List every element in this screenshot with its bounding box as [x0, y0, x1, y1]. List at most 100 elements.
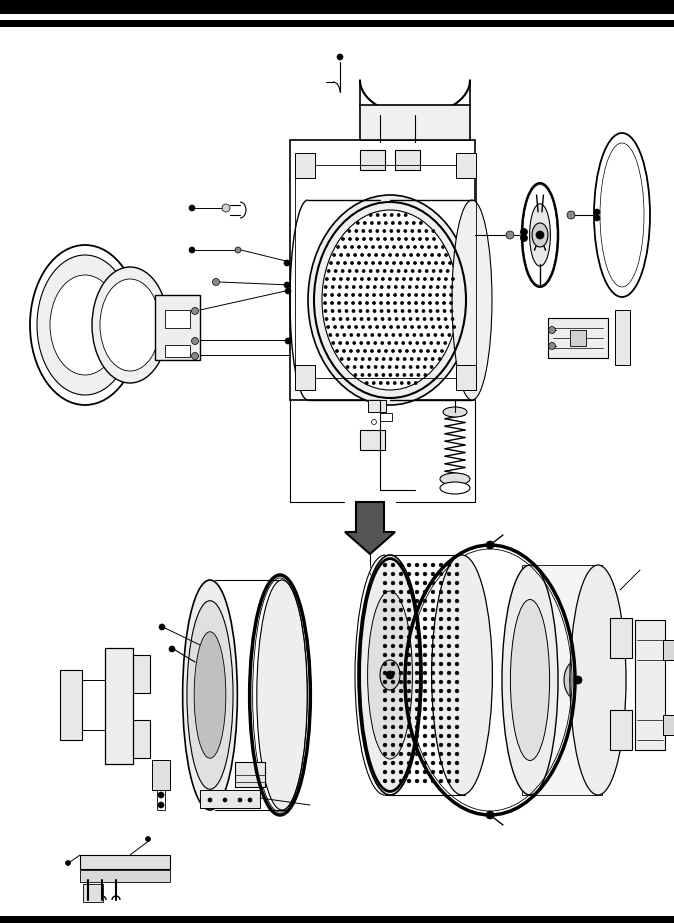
Ellipse shape [407, 770, 410, 773]
Ellipse shape [383, 230, 386, 233]
Bar [360, 150, 385, 170]
Ellipse shape [455, 653, 459, 657]
Ellipse shape [338, 302, 340, 305]
Ellipse shape [346, 342, 348, 344]
Bar [456, 365, 476, 390]
Ellipse shape [423, 608, 427, 612]
Ellipse shape [423, 761, 427, 765]
Ellipse shape [50, 275, 120, 375]
Ellipse shape [362, 326, 365, 329]
Ellipse shape [414, 261, 417, 265]
Ellipse shape [423, 689, 427, 693]
Ellipse shape [415, 707, 419, 711]
Ellipse shape [423, 366, 426, 368]
Ellipse shape [334, 326, 336, 329]
Ellipse shape [415, 680, 419, 684]
Ellipse shape [399, 617, 403, 621]
Ellipse shape [448, 662, 451, 665]
Ellipse shape [377, 350, 380, 353]
Ellipse shape [407, 563, 410, 567]
Ellipse shape [439, 270, 442, 272]
Ellipse shape [439, 626, 443, 629]
Ellipse shape [448, 671, 451, 675]
Ellipse shape [369, 213, 372, 217]
Ellipse shape [391, 752, 395, 756]
Ellipse shape [431, 752, 435, 756]
Bar [80, 870, 170, 882]
Bar [157, 790, 165, 810]
Ellipse shape [399, 752, 403, 756]
Ellipse shape [392, 350, 394, 353]
Ellipse shape [391, 563, 395, 567]
Ellipse shape [384, 635, 387, 639]
Ellipse shape [423, 671, 427, 675]
Ellipse shape [384, 617, 387, 621]
Bar [388, 767, 396, 784]
Ellipse shape [383, 270, 386, 272]
Ellipse shape [427, 350, 429, 353]
Ellipse shape [361, 357, 364, 361]
Ellipse shape [337, 54, 343, 60]
Ellipse shape [450, 309, 453, 313]
Ellipse shape [455, 743, 459, 747]
Ellipse shape [391, 716, 395, 720]
Ellipse shape [448, 261, 452, 265]
Ellipse shape [421, 261, 423, 265]
Ellipse shape [415, 581, 419, 585]
Ellipse shape [355, 230, 358, 233]
Ellipse shape [379, 302, 383, 305]
Ellipse shape [384, 644, 387, 648]
Ellipse shape [394, 294, 396, 296]
Ellipse shape [386, 381, 389, 385]
Ellipse shape [189, 247, 195, 253]
Ellipse shape [391, 680, 395, 684]
Ellipse shape [347, 357, 350, 361]
Ellipse shape [448, 617, 451, 621]
Ellipse shape [404, 326, 406, 329]
Ellipse shape [365, 302, 369, 305]
Ellipse shape [549, 327, 555, 333]
Bar [375, 632, 384, 648]
Ellipse shape [373, 294, 375, 296]
Ellipse shape [384, 680, 387, 684]
Ellipse shape [530, 204, 551, 266]
Ellipse shape [415, 779, 419, 783]
Ellipse shape [391, 626, 395, 629]
Ellipse shape [398, 222, 401, 224]
Ellipse shape [379, 294, 383, 296]
Ellipse shape [384, 599, 387, 603]
Ellipse shape [423, 644, 427, 648]
Ellipse shape [423, 680, 427, 684]
Ellipse shape [431, 689, 435, 693]
Ellipse shape [431, 734, 435, 737]
Ellipse shape [436, 309, 439, 313]
Ellipse shape [371, 246, 375, 248]
Ellipse shape [391, 599, 395, 603]
Ellipse shape [437, 318, 440, 320]
Ellipse shape [423, 278, 427, 281]
Ellipse shape [384, 581, 387, 585]
Ellipse shape [326, 278, 328, 281]
Ellipse shape [423, 725, 427, 729]
Ellipse shape [423, 653, 427, 657]
Ellipse shape [324, 302, 326, 305]
Ellipse shape [455, 662, 459, 665]
Ellipse shape [399, 662, 403, 665]
Ellipse shape [423, 342, 426, 344]
Ellipse shape [451, 318, 454, 320]
Ellipse shape [405, 222, 408, 224]
Ellipse shape [384, 725, 387, 729]
Ellipse shape [361, 254, 363, 257]
Ellipse shape [443, 342, 447, 344]
Ellipse shape [433, 350, 437, 353]
Bar [295, 365, 315, 390]
Ellipse shape [354, 374, 357, 377]
Bar [155, 295, 200, 360]
Ellipse shape [374, 342, 377, 344]
Ellipse shape [388, 318, 391, 320]
Bar [635, 620, 665, 750]
Ellipse shape [419, 222, 423, 224]
Ellipse shape [384, 350, 388, 353]
Ellipse shape [439, 698, 443, 701]
Ellipse shape [439, 761, 443, 765]
